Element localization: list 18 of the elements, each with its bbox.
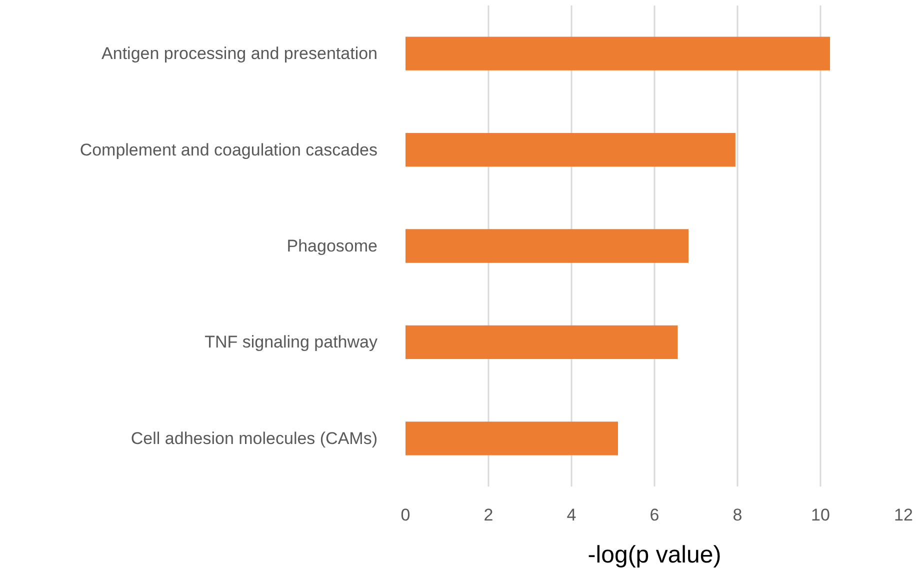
bar — [406, 229, 689, 263]
y-tick-label: Phagosome — [286, 236, 378, 256]
bar — [406, 325, 678, 360]
x-tick-label: 2 — [484, 506, 494, 524]
x-tick-label: 4 — [566, 506, 576, 524]
x-tick-label: 6 — [650, 506, 660, 524]
x-tick-label: 12 — [894, 506, 913, 524]
y-tick-label: Antigen processing and presentation — [102, 44, 378, 64]
x-tick-label: 0 — [400, 506, 410, 524]
y-tick-label: TNF signaling pathway — [204, 332, 378, 352]
x-axis-title: -log(p value) — [588, 542, 722, 568]
x-tick-label: 8 — [732, 506, 742, 524]
bar — [406, 36, 830, 70]
x-tick-label: 10 — [811, 506, 830, 524]
y-tick-label: Cell adhesion molecules (CAMs) — [130, 428, 378, 448]
bar — [406, 132, 736, 167]
bar — [406, 422, 618, 456]
y-tick-label: Complement and coagulation cascades — [80, 140, 378, 160]
